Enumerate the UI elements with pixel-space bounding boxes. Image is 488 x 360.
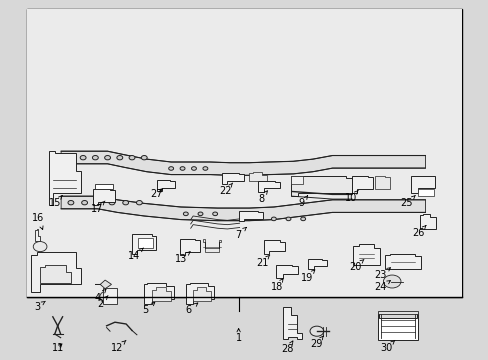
Polygon shape [95, 280, 111, 289]
Polygon shape [290, 176, 351, 196]
Polygon shape [419, 214, 435, 229]
Polygon shape [374, 176, 389, 189]
Polygon shape [102, 288, 117, 304]
Polygon shape [417, 189, 433, 196]
Polygon shape [276, 265, 298, 278]
Circle shape [100, 291, 117, 303]
Text: 1: 1 [235, 329, 241, 343]
Circle shape [203, 167, 207, 170]
Text: 30: 30 [379, 340, 394, 353]
Text: 2: 2 [97, 296, 108, 309]
Polygon shape [93, 189, 115, 205]
Text: 10: 10 [344, 190, 358, 203]
Polygon shape [151, 287, 171, 301]
Polygon shape [385, 254, 420, 269]
Circle shape [141, 156, 147, 160]
Polygon shape [61, 151, 425, 175]
Bar [27, 9, 461, 297]
Polygon shape [258, 181, 279, 192]
Text: 14: 14 [128, 248, 143, 261]
Polygon shape [61, 196, 425, 221]
Polygon shape [203, 239, 221, 252]
Polygon shape [132, 234, 156, 254]
Text: 17: 17 [90, 201, 105, 214]
Circle shape [80, 156, 86, 160]
Text: 3: 3 [34, 301, 45, 312]
Polygon shape [377, 314, 417, 340]
Polygon shape [238, 211, 263, 221]
Circle shape [180, 167, 184, 170]
Polygon shape [180, 239, 199, 255]
Bar [27, 9, 461, 297]
Text: 16: 16 [32, 213, 44, 230]
Polygon shape [49, 151, 81, 205]
Text: 6: 6 [185, 303, 198, 315]
Circle shape [300, 217, 305, 221]
Text: 29: 29 [310, 336, 323, 349]
Circle shape [212, 212, 217, 216]
Polygon shape [35, 229, 40, 241]
Text: 9: 9 [298, 195, 307, 208]
Circle shape [383, 275, 400, 288]
Text: 13: 13 [174, 252, 190, 264]
Polygon shape [31, 252, 81, 292]
Polygon shape [157, 180, 175, 191]
Circle shape [109, 201, 115, 205]
Polygon shape [307, 259, 326, 269]
Text: 18: 18 [270, 279, 283, 292]
Text: 25: 25 [400, 195, 414, 208]
Circle shape [122, 201, 128, 205]
Circle shape [33, 242, 47, 252]
Polygon shape [193, 287, 211, 301]
Text: 23: 23 [373, 268, 389, 280]
Text: 7: 7 [235, 227, 246, 240]
Polygon shape [138, 238, 152, 248]
Polygon shape [222, 173, 243, 184]
Text: 20: 20 [348, 260, 363, 272]
Polygon shape [144, 283, 173, 304]
Polygon shape [40, 265, 71, 283]
Circle shape [68, 201, 74, 205]
Polygon shape [352, 244, 380, 265]
Polygon shape [290, 176, 303, 184]
Circle shape [191, 167, 196, 170]
Circle shape [309, 326, 323, 336]
Text: 21: 21 [255, 255, 269, 268]
Circle shape [81, 201, 87, 205]
Circle shape [168, 167, 173, 170]
Text: 26: 26 [411, 225, 425, 238]
Text: 22: 22 [219, 183, 232, 196]
Circle shape [117, 156, 122, 160]
Text: 12: 12 [111, 340, 126, 353]
Circle shape [271, 217, 276, 221]
Polygon shape [282, 307, 302, 339]
Polygon shape [351, 176, 372, 193]
Polygon shape [95, 184, 113, 189]
Text: 24: 24 [373, 280, 389, 292]
Circle shape [136, 201, 142, 205]
Text: 8: 8 [258, 191, 267, 204]
Text: 15: 15 [48, 195, 62, 208]
Text: 4: 4 [95, 289, 106, 303]
Circle shape [183, 212, 188, 216]
Circle shape [129, 156, 135, 160]
Text: 11: 11 [51, 343, 64, 353]
Polygon shape [249, 172, 266, 181]
Polygon shape [264, 240, 284, 254]
Polygon shape [410, 176, 434, 193]
Polygon shape [185, 283, 214, 304]
Circle shape [92, 156, 98, 160]
Circle shape [68, 156, 74, 160]
Text: 28: 28 [281, 341, 293, 354]
Circle shape [198, 212, 203, 216]
Circle shape [104, 156, 110, 160]
Text: 19: 19 [300, 270, 314, 283]
Polygon shape [377, 311, 417, 314]
Circle shape [285, 217, 290, 221]
Circle shape [95, 201, 101, 205]
Text: 5: 5 [142, 302, 155, 315]
Text: 27: 27 [150, 189, 163, 199]
